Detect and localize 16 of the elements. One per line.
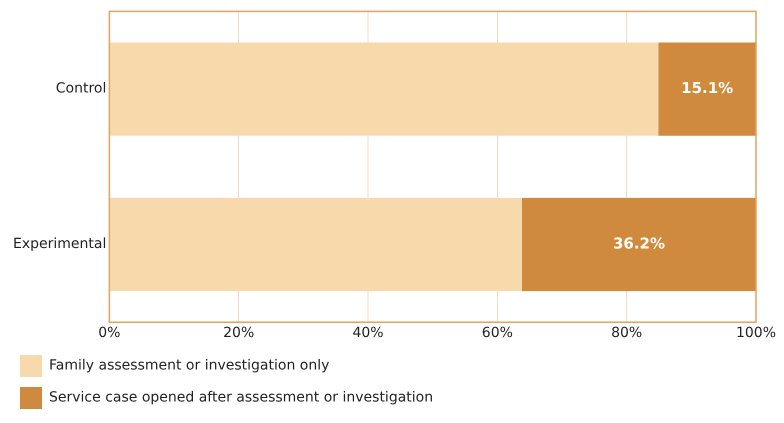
- x-tick-label: 80%: [611, 325, 642, 342]
- x-tick-label: 20%: [223, 325, 254, 342]
- legend-label: Service case opened after assessment or investigation: [49, 390, 434, 406]
- legend-label: Family assessment or investigation only: [49, 358, 330, 374]
- x-tick-label: 100%: [736, 325, 776, 342]
- y-tick-label: Control: [56, 80, 106, 97]
- x-tick-label: 0%: [98, 325, 120, 342]
- bar: [110, 42, 658, 136]
- bar: [110, 198, 522, 292]
- x-tick-label: 60%: [482, 325, 513, 342]
- bar: [522, 198, 756, 292]
- data-label: 15.1%: [681, 78, 734, 97]
- x-tick-label: 40%: [352, 325, 384, 342]
- data-label: 36.2%: [612, 234, 665, 252]
- bar: [658, 42, 756, 136]
- y-tick-label: Experimental: [13, 236, 106, 252]
